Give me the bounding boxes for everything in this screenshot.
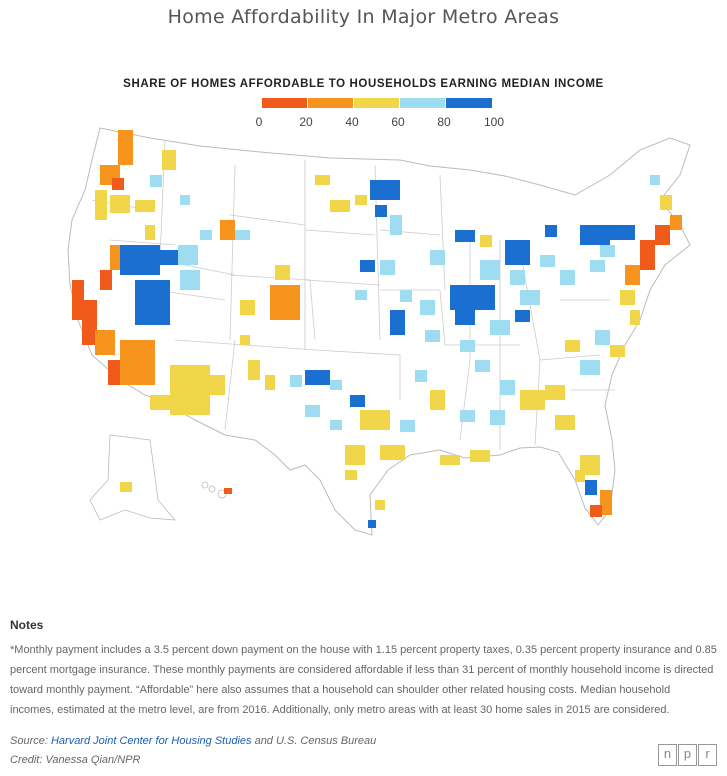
source-link[interactable]: Harvard Joint Center for Housing Studies (50, 735, 252, 747)
legend-tick: 20 (299, 115, 313, 129)
notes-heading: Notes (10, 618, 44, 632)
credit-line: Credit: Vanessa Qian/NPR (10, 754, 141, 766)
legend-swatch-80-100 (446, 98, 492, 108)
legend-swatch-40-60 (354, 98, 399, 108)
npr-logo-letter: r (698, 744, 717, 766)
source-suffix: and U.S. Census Bureau (251, 735, 377, 747)
legend-tick: 100 (483, 115, 505, 129)
npr-logo: n p r (658, 744, 717, 766)
legend-tick: 40 (345, 115, 359, 129)
legend-ticks: 0 20 40 60 80 100 (0, 115, 727, 131)
legend-title: SHARE OF HOMES AFFORDABLE TO HOUSEHOLDS … (123, 78, 604, 90)
legend-tick: 0 (255, 115, 263, 129)
legend-tick: 60 (391, 115, 405, 129)
color-legend (262, 98, 492, 108)
us-metro-affordability-map (67, 127, 691, 536)
npr-logo-letter: p (678, 744, 697, 766)
alaska-outline (89, 434, 176, 521)
metro-patches (72, 130, 682, 528)
hawaii-outline (201, 481, 227, 499)
notes-body: *Monthly payment includes a 3.5 percent … (10, 644, 717, 716)
chart-title: Home Affordability In Major Metro Areas (167, 6, 560, 28)
source-prefix: Source: (10, 735, 51, 747)
legend-tick: 80 (437, 115, 451, 129)
npr-logo-letter: n (658, 744, 677, 766)
legend-swatch-0-20 (262, 98, 307, 108)
legend-swatch-20-40 (308, 98, 353, 108)
legend-swatch-60-80 (400, 98, 445, 108)
source-line: Source: Harvard Joint Center for Housing… (10, 735, 376, 747)
